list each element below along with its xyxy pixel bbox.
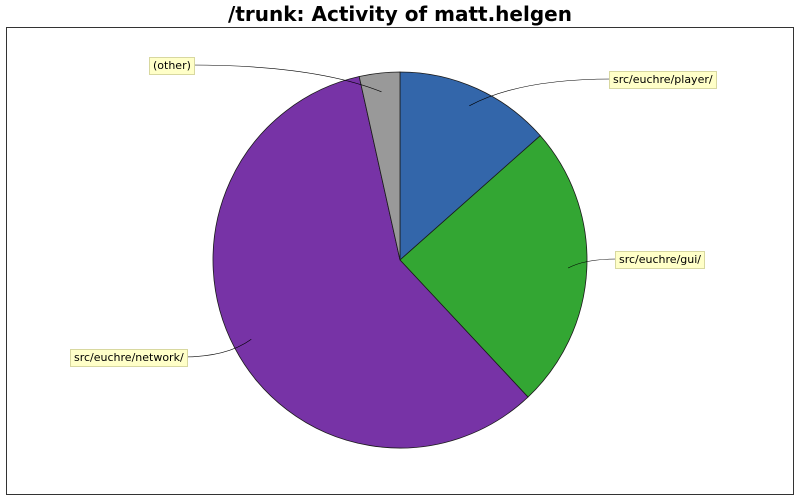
chart-title: /trunk: Activity of matt.helgen: [228, 2, 572, 26]
leader-lines: [181, 64, 618, 358]
pie-slices: [212, 71, 588, 449]
leader-line-other: [189, 64, 382, 93]
pie-slice-gui: [399, 135, 588, 398]
plot-area: [6, 27, 794, 495]
slice-label-network: src/euchre/network/: [70, 349, 188, 367]
pie-slice-other: [358, 71, 401, 261]
pie-slice-player: [399, 71, 541, 261]
leader-line-player: [469, 78, 613, 107]
slice-label-other: (other): [149, 57, 195, 75]
slice-label-player: src/euchre/player/: [609, 71, 717, 89]
leader-line-gui: [567, 258, 618, 269]
pie-slice-network: [212, 76, 529, 449]
slice-label-gui: src/euchre/gui/: [615, 251, 705, 269]
leader-line-network: [181, 338, 252, 358]
